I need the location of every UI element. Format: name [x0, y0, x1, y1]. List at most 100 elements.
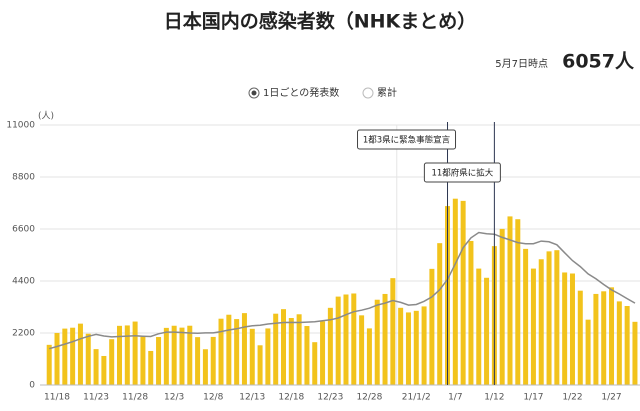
bar	[54, 332, 60, 385]
bar	[593, 293, 599, 385]
y-axis-label: (人)	[38, 111, 54, 122]
bar	[132, 321, 138, 385]
bar	[390, 278, 396, 385]
bar	[577, 290, 583, 385]
bar	[374, 299, 380, 385]
x-tick-label: 11/23	[83, 393, 109, 403]
y-tick-label: 4400	[12, 277, 35, 287]
bar	[218, 318, 224, 385]
bar	[413, 310, 419, 385]
bar	[312, 342, 318, 385]
y-tick-label: 8800	[12, 173, 35, 183]
bar	[163, 327, 169, 385]
bar	[109, 339, 115, 385]
chart-title: 日本国内の感染者数（NHKまとめ）	[164, 10, 477, 33]
bar	[288, 318, 294, 385]
x-tick-label: 12/13	[239, 393, 265, 403]
x-tick-label: 1/7	[448, 393, 462, 403]
mode-label[interactable]: 1日ごとの発表数	[263, 86, 339, 99]
bar	[156, 337, 162, 385]
bar	[538, 259, 544, 385]
bar	[296, 314, 302, 385]
x-tick-label: 12/23	[317, 393, 343, 403]
x-tick-label: 1/22	[562, 393, 582, 403]
bar	[624, 306, 630, 385]
x-tick-label: 12/28	[356, 393, 382, 403]
bar	[585, 319, 591, 385]
mode-cumulative[interactable]: 累計	[362, 86, 397, 99]
bar	[421, 306, 427, 385]
bar	[609, 287, 615, 385]
bar	[116, 325, 122, 385]
annotation-box	[357, 129, 457, 150]
average-line	[48, 231, 636, 350]
bar	[530, 268, 536, 385]
bar	[398, 307, 404, 385]
bar	[281, 309, 287, 385]
bar	[124, 325, 130, 385]
bar	[241, 313, 247, 385]
bar	[460, 200, 466, 385]
bar	[202, 349, 208, 385]
annotation-text: 1都3県に緊急事態宣言	[363, 135, 451, 146]
bar	[554, 250, 560, 385]
bar	[101, 355, 107, 385]
bar	[366, 328, 372, 385]
bar	[452, 198, 458, 385]
x-tick-label: 12/18	[278, 393, 304, 403]
bar	[616, 301, 622, 385]
bar	[304, 326, 310, 385]
annotation-text: 11都府県に拡大	[431, 168, 493, 179]
bar	[405, 312, 411, 385]
bar	[484, 277, 490, 385]
y-tick-label: 11000	[6, 121, 35, 131]
bar	[499, 228, 505, 385]
bar	[359, 315, 365, 385]
bar	[343, 294, 349, 385]
y-tick-label: 6600	[12, 225, 35, 235]
radio-dot	[251, 90, 257, 96]
y-tick-label: 2200	[12, 329, 35, 339]
radio[interactable]	[362, 87, 374, 99]
bar	[210, 336, 216, 385]
bar	[437, 243, 443, 385]
bar	[327, 307, 333, 385]
bar	[546, 251, 552, 385]
x-tick-label: 12/8	[203, 393, 223, 403]
bar	[562, 272, 568, 385]
bar	[507, 216, 513, 385]
bar	[93, 349, 99, 385]
bar	[601, 291, 607, 385]
bar	[335, 296, 341, 385]
x-tick-label: 11/18	[44, 393, 70, 403]
bar	[476, 268, 482, 385]
mode-label[interactable]: 累計	[377, 86, 397, 99]
x-tick-label: 1/17	[523, 393, 543, 403]
bar	[569, 273, 575, 385]
bar	[226, 314, 232, 385]
bar	[187, 325, 193, 385]
headline: 6057人	[562, 51, 635, 73]
bar	[632, 321, 638, 385]
as-of: 5月7日時点	[495, 58, 548, 70]
bar	[320, 321, 326, 385]
bar	[382, 293, 388, 385]
bar	[148, 350, 154, 385]
mode-daily[interactable]: 1日ごとの発表数	[248, 86, 339, 99]
x-tick-label: 1/27	[601, 393, 621, 403]
bar	[77, 323, 83, 385]
bar	[523, 248, 529, 385]
bar	[70, 327, 76, 385]
bar	[249, 328, 255, 385]
bar	[429, 268, 435, 385]
bar	[273, 313, 279, 385]
x-tick-label: 21/1/2	[402, 393, 431, 403]
bar	[195, 337, 201, 385]
bar	[351, 293, 357, 385]
x-tick-label: 11/28	[122, 393, 148, 403]
y-tick-label: 0	[29, 381, 35, 391]
bar	[140, 336, 146, 385]
bar	[62, 328, 68, 385]
bar	[234, 319, 240, 385]
